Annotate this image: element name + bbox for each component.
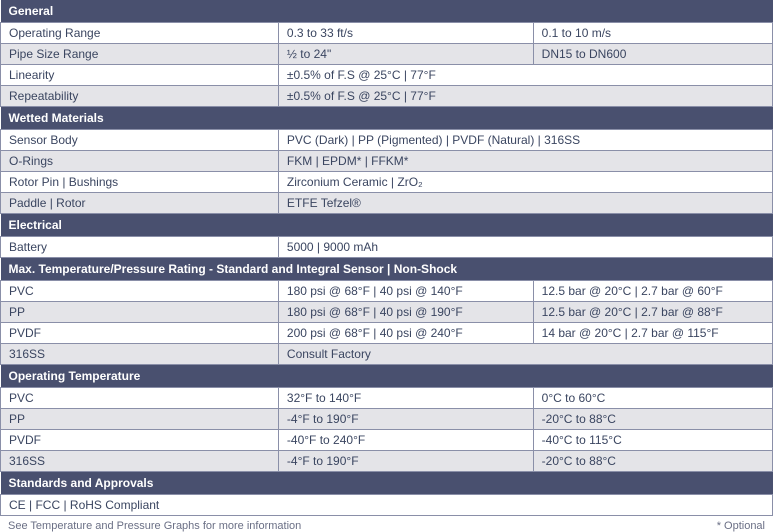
row-label: Battery xyxy=(1,237,279,258)
section-title: Max. Temperature/Pressure Rating - Stand… xyxy=(1,258,773,281)
row-value-1: Zirconium Ceramic | ZrO₂ xyxy=(278,172,772,193)
row-value-1: 200 psi @ 68°F | 40 psi @ 240°F xyxy=(278,323,533,344)
table-row: Operating Range0.3 to 33 ft/s0.1 to 10 m… xyxy=(1,23,773,44)
row-label: PP xyxy=(1,302,279,323)
table-row: Pipe Size Range½ to 24"DN15 to DN600 xyxy=(1,44,773,65)
row-value-1: 32°F to 140°F xyxy=(278,388,533,409)
row-value-2: DN15 to DN600 xyxy=(533,44,772,65)
row-label: PP xyxy=(1,409,279,430)
footnotes: See Temperature and Pressure Graphs for … xyxy=(0,516,773,532)
section-header-temp_pressure: Max. Temperature/Pressure Rating - Stand… xyxy=(1,258,773,281)
row-value-2: 12.5 bar @ 20°C | 2.7 bar @ 60°F xyxy=(533,281,772,302)
table-row: PVDF200 psi @ 68°F | 40 psi @ 240°F14 ba… xyxy=(1,323,773,344)
table-row: Sensor BodyPVC (Dark) | PP (Pigmented) |… xyxy=(1,130,773,151)
footnote-left: See Temperature and Pressure Graphs for … xyxy=(8,520,301,532)
row-value-2: 14 bar @ 20°C | 2.7 bar @ 115°F xyxy=(533,323,772,344)
row-value-1: 180 psi @ 68°F | 40 psi @ 190°F xyxy=(278,302,533,323)
table-row: Battery5000 | 9000 mAh xyxy=(1,237,773,258)
row-label: Repeatability xyxy=(1,86,279,107)
spec-table: GeneralOperating Range0.3 to 33 ft/s0.1 … xyxy=(0,0,773,516)
row-value-1: ±0.5% of F.S @ 25°C | 77°F xyxy=(278,65,772,86)
row-label: 316SS xyxy=(1,344,279,365)
section-header-op_temp: Operating Temperature xyxy=(1,365,773,388)
row-value-2: -20°C to 88°C xyxy=(533,409,772,430)
row-value-2: 0°C to 60°C xyxy=(533,388,772,409)
row-value-1: 0.3 to 33 ft/s xyxy=(278,23,533,44)
section-title: General xyxy=(1,0,773,23)
row-value-1: ETFE Tefzel® xyxy=(278,193,772,214)
row-value-2: -20°C to 88°C xyxy=(533,451,772,472)
table-row: Repeatability±0.5% of F.S @ 25°C | 77°F xyxy=(1,86,773,107)
section-header-standards: Standards and Approvals xyxy=(1,472,773,495)
row-value-1: 180 psi @ 68°F | 40 psi @ 140°F xyxy=(278,281,533,302)
row-value-1: -40°F to 240°F xyxy=(278,430,533,451)
table-row: Paddle | RotorETFE Tefzel® xyxy=(1,193,773,214)
section-header-wetted: Wetted Materials xyxy=(1,107,773,130)
section-title: Operating Temperature xyxy=(1,365,773,388)
section-header-electrical: Electrical xyxy=(1,214,773,237)
table-row: CE | FCC | RoHS Compliant xyxy=(1,495,773,516)
row-label: CE | FCC | RoHS Compliant xyxy=(1,495,773,516)
row-label: PVC xyxy=(1,281,279,302)
table-row: PVC32°F to 140°F0°C to 60°C xyxy=(1,388,773,409)
table-row: 316SS-4°F to 190°F-20°C to 88°C xyxy=(1,451,773,472)
table-row: Rotor Pin | BushingsZirconium Ceramic | … xyxy=(1,172,773,193)
row-value-1: ±0.5% of F.S @ 25°C | 77°F xyxy=(278,86,772,107)
row-value-2: -40°C to 115°C xyxy=(533,430,772,451)
row-label: Rotor Pin | Bushings xyxy=(1,172,279,193)
table-row: 316SSConsult Factory xyxy=(1,344,773,365)
row-label: Pipe Size Range xyxy=(1,44,279,65)
row-value-2: 12.5 bar @ 20°C | 2.7 bar @ 88°F xyxy=(533,302,772,323)
table-row: PVC180 psi @ 68°F | 40 psi @ 140°F12.5 b… xyxy=(1,281,773,302)
section-title: Standards and Approvals xyxy=(1,472,773,495)
table-row: O-RingsFKM | EPDM* | FFKM* xyxy=(1,151,773,172)
row-label: Paddle | Rotor xyxy=(1,193,279,214)
table-row: PP180 psi @ 68°F | 40 psi @ 190°F12.5 ba… xyxy=(1,302,773,323)
row-value-1: 5000 | 9000 mAh xyxy=(278,237,772,258)
table-row: Linearity±0.5% of F.S @ 25°C | 77°F xyxy=(1,65,773,86)
row-value-1: FKM | EPDM* | FFKM* xyxy=(278,151,772,172)
row-label: Linearity xyxy=(1,65,279,86)
row-value-1: -4°F to 190°F xyxy=(278,451,533,472)
row-value-2: 0.1 to 10 m/s xyxy=(533,23,772,44)
row-label: PVDF xyxy=(1,430,279,451)
row-value-1: Consult Factory xyxy=(278,344,772,365)
section-header-general: General xyxy=(1,0,773,23)
row-label: O-Rings xyxy=(1,151,279,172)
row-value-1: PVC (Dark) | PP (Pigmented) | PVDF (Natu… xyxy=(278,130,772,151)
row-label: PVC xyxy=(1,388,279,409)
table-row: PP-4°F to 190°F-20°C to 88°C xyxy=(1,409,773,430)
row-label: 316SS xyxy=(1,451,279,472)
row-value-1: ½ to 24" xyxy=(278,44,533,65)
row-value-1: -4°F to 190°F xyxy=(278,409,533,430)
row-label: Sensor Body xyxy=(1,130,279,151)
row-label: PVDF xyxy=(1,323,279,344)
section-title: Wetted Materials xyxy=(1,107,773,130)
section-title: Electrical xyxy=(1,214,773,237)
table-row: PVDF-40°F to 240°F-40°C to 115°C xyxy=(1,430,773,451)
row-label: Operating Range xyxy=(1,23,279,44)
footnote-right: * Optional xyxy=(717,520,765,532)
